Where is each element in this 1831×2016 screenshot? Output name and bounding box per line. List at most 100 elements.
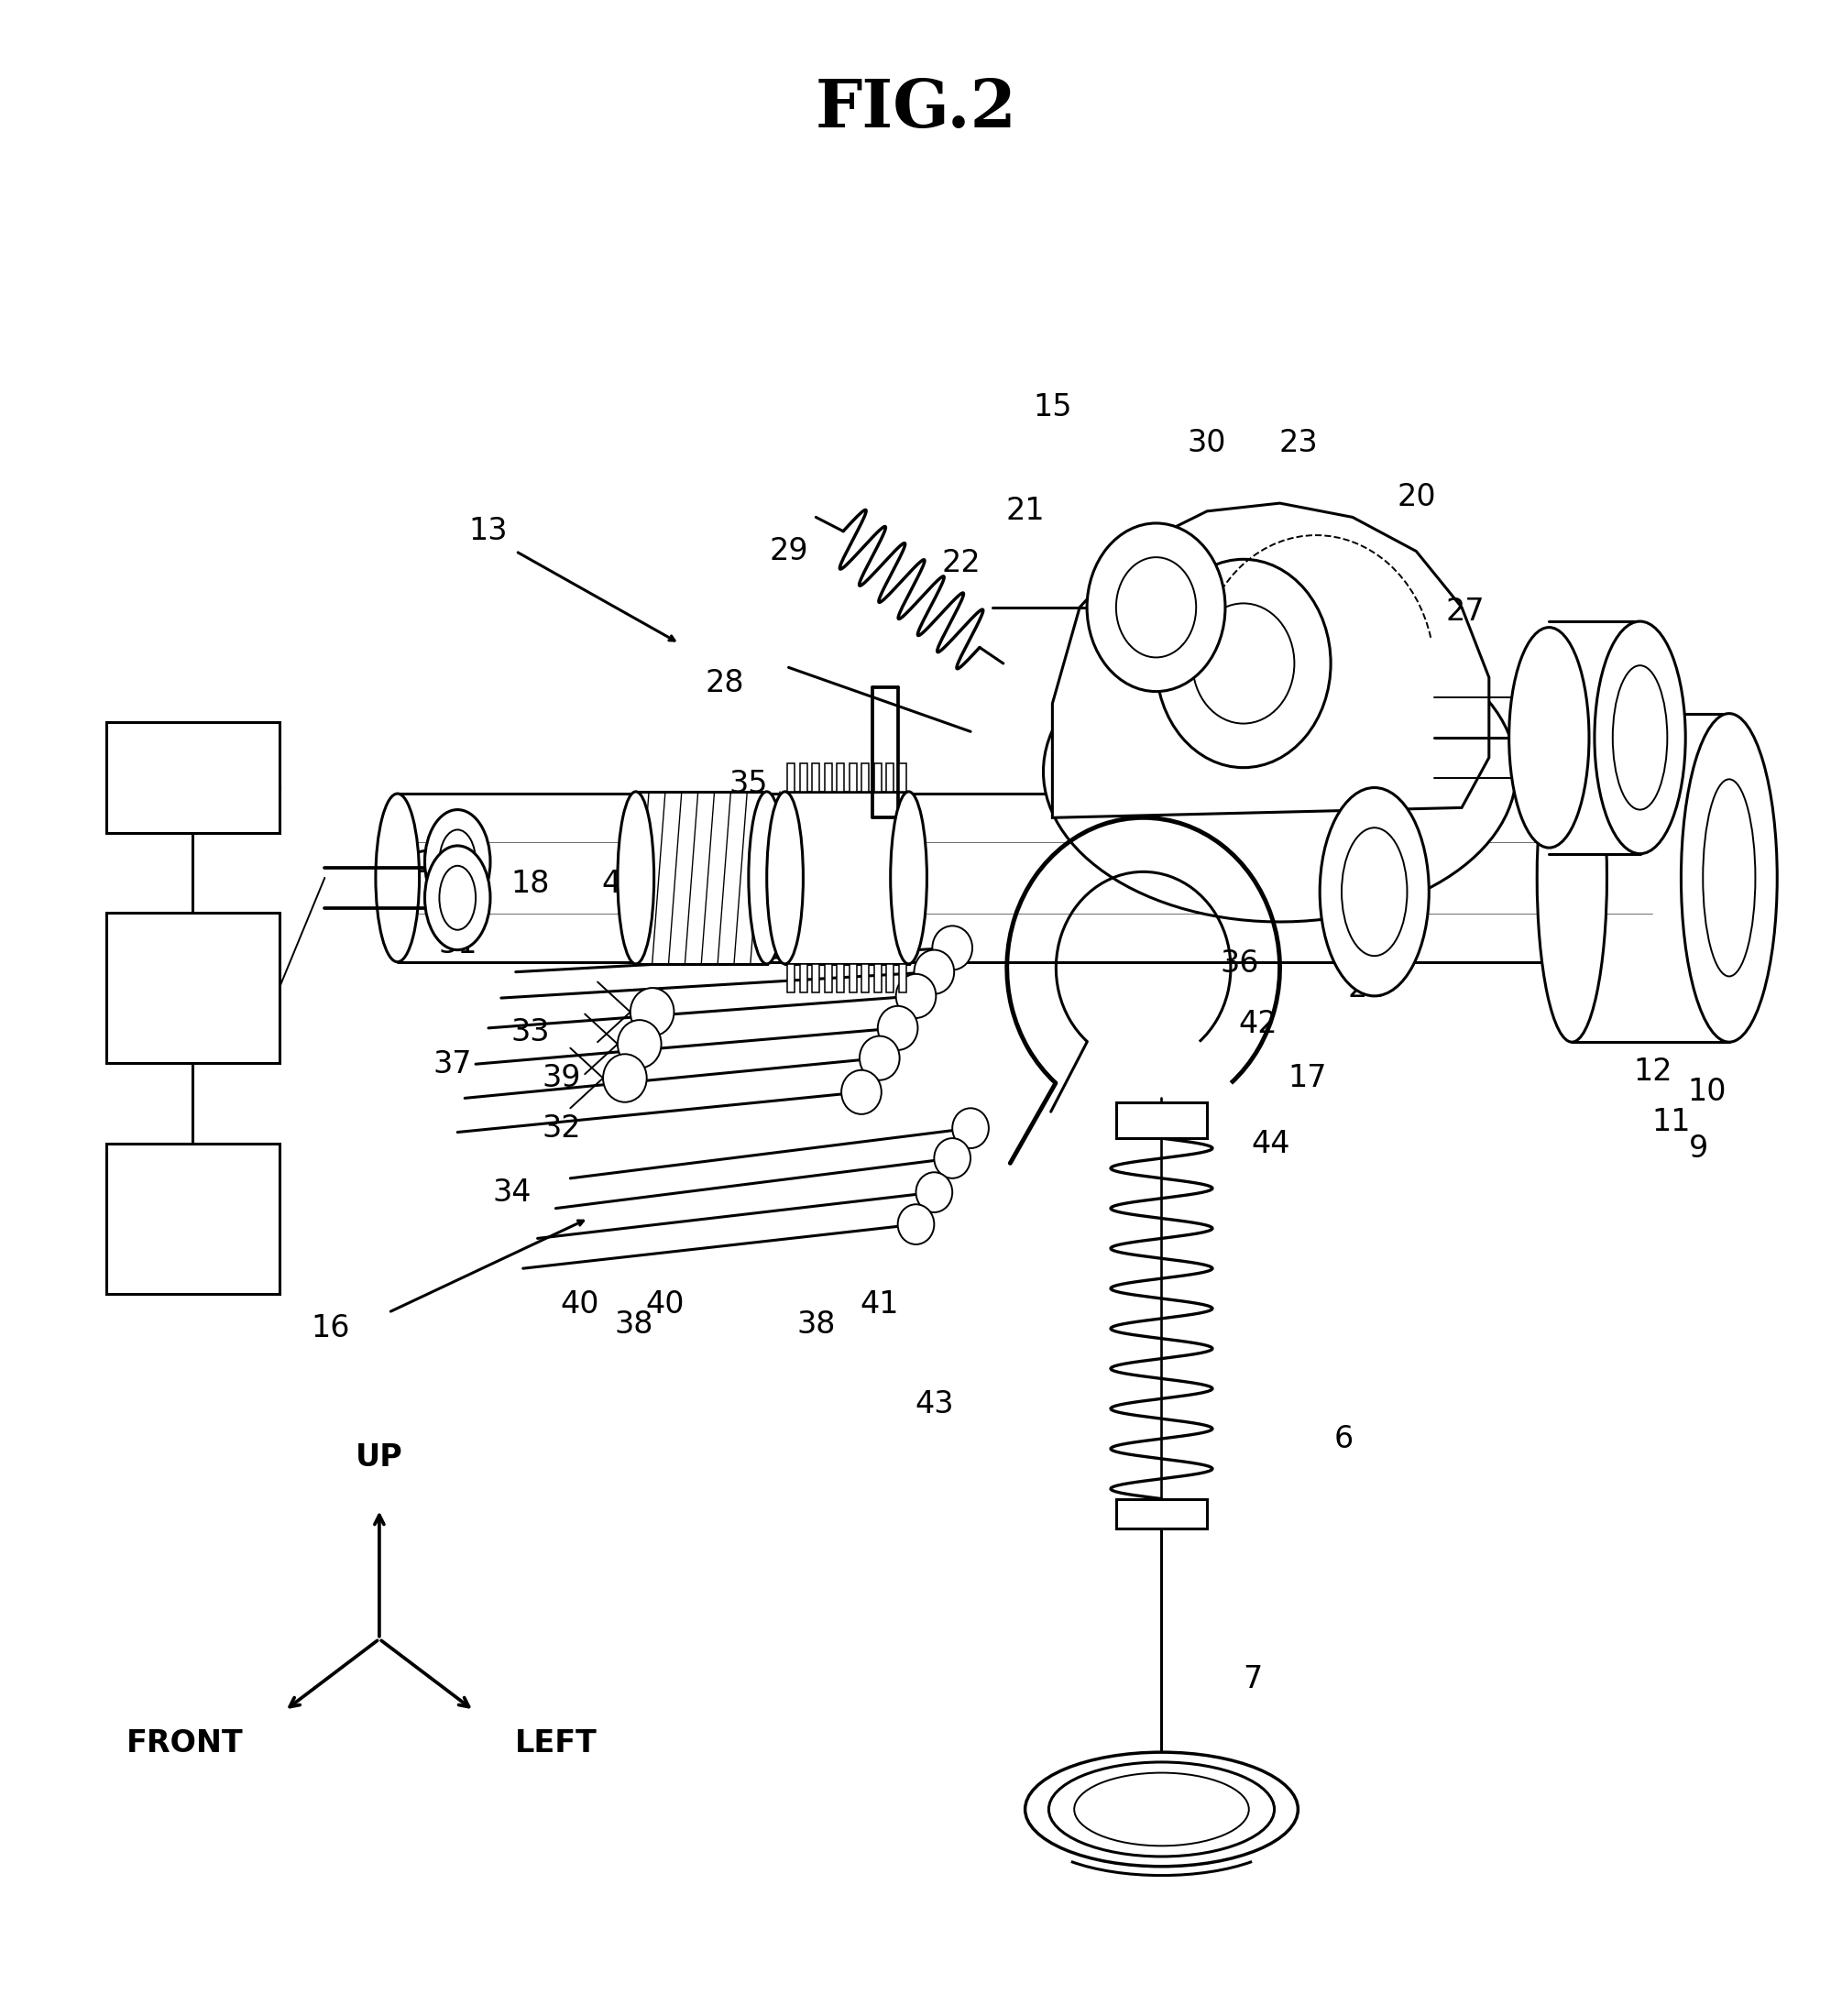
Ellipse shape (617, 1020, 661, 1068)
Bar (106, 722, 278, 833)
Text: 15: 15 (1033, 391, 1071, 421)
Polygon shape (397, 794, 1652, 962)
Ellipse shape (425, 847, 491, 950)
Text: 49: 49 (245, 776, 284, 806)
Bar (824, 764, 831, 792)
Bar (850, 764, 857, 792)
Text: 9: 9 (1688, 1133, 1706, 1163)
Text: 20: 20 (1395, 482, 1436, 512)
Polygon shape (1044, 621, 1516, 921)
Text: 40: 40 (645, 1290, 685, 1320)
Ellipse shape (1681, 714, 1776, 1042)
Text: FRONT: FRONT (126, 1728, 244, 1758)
Text: 17: 17 (1287, 1062, 1326, 1093)
Bar (800, 764, 807, 792)
Text: 25: 25 (1547, 756, 1586, 786)
Bar (106, 913, 278, 1062)
Ellipse shape (1593, 621, 1685, 853)
Bar (837, 764, 844, 792)
Ellipse shape (1073, 1772, 1249, 1847)
Ellipse shape (859, 1036, 899, 1081)
Ellipse shape (439, 865, 476, 929)
Bar (811, 964, 818, 992)
Text: 46: 46 (637, 829, 677, 859)
Bar (886, 764, 894, 792)
Ellipse shape (1192, 603, 1295, 724)
Ellipse shape (1086, 524, 1225, 691)
Text: 14: 14 (414, 849, 452, 879)
Polygon shape (1051, 504, 1489, 818)
Bar (850, 964, 857, 992)
Ellipse shape (895, 974, 936, 1018)
Ellipse shape (932, 925, 972, 970)
Ellipse shape (1340, 829, 1406, 956)
Ellipse shape (1047, 1762, 1274, 1857)
Text: 36: 36 (1219, 950, 1258, 980)
Text: 48: 48 (146, 996, 185, 1026)
Bar (861, 764, 868, 792)
Text: 39: 39 (542, 1062, 580, 1093)
Ellipse shape (890, 792, 926, 964)
Polygon shape (635, 792, 767, 964)
Bar (787, 764, 795, 792)
Text: 45: 45 (601, 869, 641, 899)
Text: 6: 6 (1333, 1423, 1353, 1454)
Text: UP: UP (355, 1443, 403, 1474)
Text: 22: 22 (941, 548, 981, 579)
Text: 16: 16 (311, 1312, 350, 1343)
Text: 35: 35 (729, 768, 767, 798)
Text: 47: 47 (165, 1157, 203, 1187)
Bar (886, 964, 894, 992)
Text: 31: 31 (438, 929, 476, 960)
Ellipse shape (897, 1204, 934, 1244)
Ellipse shape (1025, 1752, 1298, 1867)
Ellipse shape (952, 1109, 989, 1149)
Ellipse shape (1536, 714, 1606, 1042)
Polygon shape (785, 792, 908, 964)
Ellipse shape (767, 792, 802, 964)
Bar (873, 964, 881, 992)
Text: 12: 12 (1633, 1056, 1672, 1087)
Bar (899, 964, 906, 992)
Ellipse shape (877, 1006, 917, 1050)
Text: 10: 10 (1686, 1077, 1727, 1107)
Ellipse shape (375, 794, 419, 962)
Ellipse shape (916, 1171, 952, 1212)
Ellipse shape (1509, 627, 1587, 849)
Text: 26: 26 (1609, 687, 1648, 718)
Ellipse shape (439, 831, 476, 893)
Polygon shape (1549, 621, 1639, 853)
Ellipse shape (1318, 788, 1428, 996)
Text: 32: 32 (542, 1113, 580, 1143)
Text: 44: 44 (1251, 1129, 1289, 1159)
Ellipse shape (1155, 558, 1329, 768)
Text: 43: 43 (914, 1389, 954, 1419)
Text: 11: 11 (1650, 1107, 1690, 1137)
Text: 42: 42 (1238, 1008, 1276, 1038)
Bar (811, 764, 818, 792)
Text: 19: 19 (815, 849, 853, 879)
Polygon shape (1571, 714, 1728, 1042)
Text: LEFT: LEFT (515, 1728, 597, 1758)
Bar (787, 964, 795, 992)
Bar (800, 964, 807, 992)
Ellipse shape (840, 1070, 881, 1115)
Text: 18: 18 (511, 869, 549, 899)
Text: 23: 23 (1278, 427, 1316, 458)
Text: 13: 13 (469, 516, 507, 546)
Ellipse shape (934, 1139, 970, 1177)
Bar (1115, 1498, 1207, 1528)
Text: 38: 38 (613, 1310, 654, 1341)
Ellipse shape (1115, 556, 1196, 657)
Text: 7: 7 (1241, 1663, 1262, 1693)
Text: 33: 33 (511, 1016, 549, 1046)
Bar (1115, 1103, 1207, 1139)
Ellipse shape (425, 810, 491, 913)
Ellipse shape (630, 988, 674, 1036)
Text: 30: 30 (1186, 427, 1227, 458)
Bar (106, 1143, 278, 1294)
Ellipse shape (1031, 1754, 1293, 1865)
Bar (837, 964, 844, 992)
Text: 34: 34 (493, 1177, 531, 1208)
Ellipse shape (1611, 665, 1666, 810)
